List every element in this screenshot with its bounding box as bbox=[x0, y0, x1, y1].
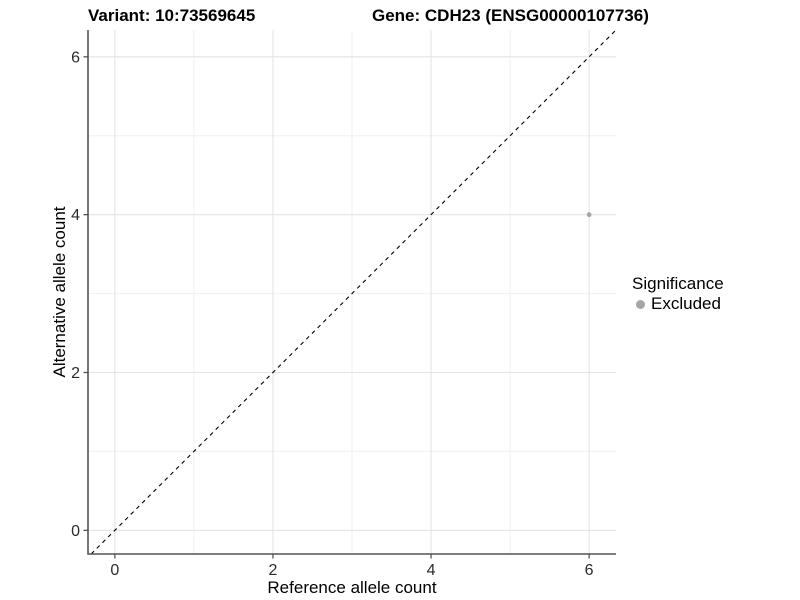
y-axis-title: Alternative allele count bbox=[50, 206, 69, 378]
x-tick-label: 0 bbox=[110, 562, 119, 579]
x-tick-label: 4 bbox=[427, 562, 436, 579]
x-tick-label: 2 bbox=[269, 562, 278, 579]
legend-entry: Excluded bbox=[630, 294, 724, 314]
x-tick-label: 6 bbox=[585, 562, 594, 579]
plot-title-gene: Gene: CDH23 (ENSG00000107736) bbox=[372, 6, 649, 25]
legend: Significance Excluded bbox=[630, 274, 724, 314]
y-tick-label: 6 bbox=[71, 49, 80, 66]
x-axis-title: Reference allele count bbox=[267, 578, 437, 597]
y-tick-label: 0 bbox=[71, 523, 80, 540]
data-point bbox=[586, 212, 592, 218]
identity-dashed-line bbox=[90, 29, 617, 555]
y-tick-label: 4 bbox=[71, 207, 80, 224]
y-tick-label: 2 bbox=[71, 365, 80, 382]
legend-point-icon bbox=[635, 299, 645, 309]
legend-entry-label: Excluded bbox=[651, 294, 721, 313]
legend-title: Significance bbox=[632, 274, 724, 293]
plot-title-variant: Variant: 10:73569645 bbox=[88, 6, 256, 25]
legend-key bbox=[630, 299, 650, 309]
axis-lines bbox=[87, 30, 616, 555]
